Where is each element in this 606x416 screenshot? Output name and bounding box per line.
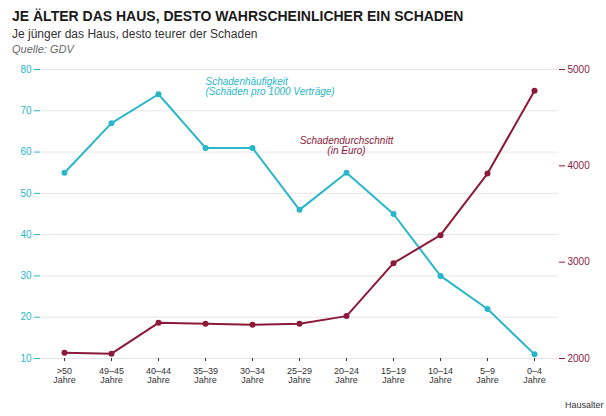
html-text:JE ÄLTER DAS HAUS, DESTO WAHRS: JE ÄLTER DAS HAUS, DESTO WAHRSCHEINLICHE… xyxy=(12,8,464,24)
svg-text:0–4Jahre: 0–4Jahre xyxy=(523,366,546,385)
svg-text:49–45Jahre: 49–45Jahre xyxy=(99,366,124,385)
html-text:Quelle: GDV: Quelle: GDV xyxy=(12,43,74,55)
svg-text:30: 30 xyxy=(20,270,32,281)
svg-text:70: 70 xyxy=(20,105,32,116)
svg-text:80: 80 xyxy=(20,64,32,75)
svg-text:25–29Jahre: 25–29Jahre xyxy=(287,366,312,385)
svg-text:4000: 4000 xyxy=(568,160,591,171)
svg-text:20: 20 xyxy=(20,311,32,322)
svg-text:10–14Jahre: 10–14Jahre xyxy=(428,366,453,385)
html-text:Je jünger das Haus, desto teur: Je jünger das Haus, desto teurer der Sch… xyxy=(12,27,258,41)
svg-text:40: 40 xyxy=(20,229,32,240)
svg-text:3000: 3000 xyxy=(568,256,591,267)
svg-text:60: 60 xyxy=(20,146,32,157)
svg-text:35–39Jahre: 35–39Jahre xyxy=(193,366,218,385)
svg-text:Schadenhäufigkeit(Schäden pro: Schadenhäufigkeit(Schäden pro 1000 Vertr… xyxy=(206,76,335,97)
svg-text:30–34Jahre: 30–34Jahre xyxy=(240,366,265,385)
svg-text:10: 10 xyxy=(20,353,32,364)
svg-text:5000: 5000 xyxy=(568,64,591,75)
svg-text:40–44Jahre: 40–44Jahre xyxy=(146,366,171,385)
svg-text:15–19Jahre: 15–19Jahre xyxy=(381,366,406,385)
svg-text:Schadendurchschnitt(in Euro): Schadendurchschnitt(in Euro) xyxy=(300,135,395,156)
svg-text:2000: 2000 xyxy=(568,353,591,364)
svg-text:>50Jahre: >50Jahre xyxy=(53,366,76,385)
svg-text:Hausalter: Hausalter xyxy=(565,400,604,410)
svg-text:50: 50 xyxy=(20,188,32,199)
svg-text:5–9Jahre: 5–9Jahre xyxy=(476,366,499,385)
svg-text:20–24Jahre: 20–24Jahre xyxy=(334,366,359,385)
